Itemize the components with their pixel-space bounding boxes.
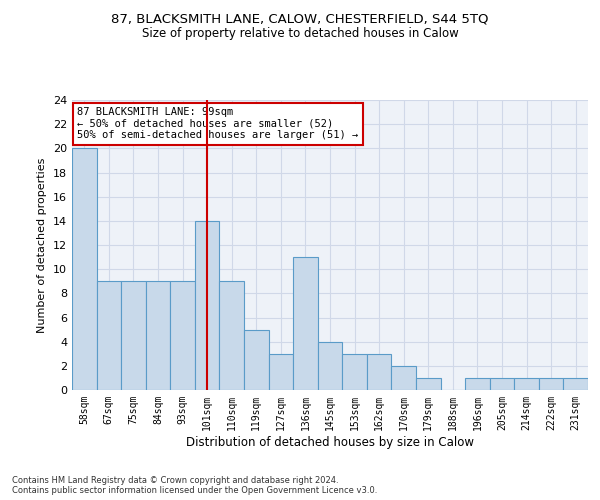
Bar (170, 281, 195, 390)
Bar (539, 378, 563, 390)
Text: 87, BLACKSMITH LANE, CALOW, CHESTERFIELD, S44 5TQ: 87, BLACKSMITH LANE, CALOW, CHESTERFIELD… (111, 12, 489, 26)
Text: Size of property relative to detached houses in Calow: Size of property relative to detached ho… (142, 28, 458, 40)
Bar (563, 378, 588, 390)
X-axis label: Distribution of detached houses by size in Calow: Distribution of detached houses by size … (186, 436, 474, 448)
Bar (97, 281, 121, 390)
Bar (72, 148, 97, 390)
Bar (195, 221, 220, 390)
Bar (269, 354, 293, 390)
Text: 87 BLACKSMITH LANE: 99sqm
← 50% of detached houses are smaller (52)
50% of semi-: 87 BLACKSMITH LANE: 99sqm ← 50% of detac… (77, 108, 358, 140)
Bar (293, 257, 318, 390)
Bar (318, 342, 342, 390)
Bar (391, 366, 416, 390)
Bar (146, 281, 170, 390)
Bar (367, 354, 391, 390)
Text: Contains HM Land Registry data © Crown copyright and database right 2024.
Contai: Contains HM Land Registry data © Crown c… (12, 476, 377, 495)
Bar (342, 354, 367, 390)
Bar (220, 281, 244, 390)
Bar (465, 378, 490, 390)
Bar (514, 378, 539, 390)
Y-axis label: Number of detached properties: Number of detached properties (37, 158, 47, 332)
Bar (490, 378, 514, 390)
Bar (244, 330, 269, 390)
Bar (416, 378, 440, 390)
Bar (121, 281, 146, 390)
